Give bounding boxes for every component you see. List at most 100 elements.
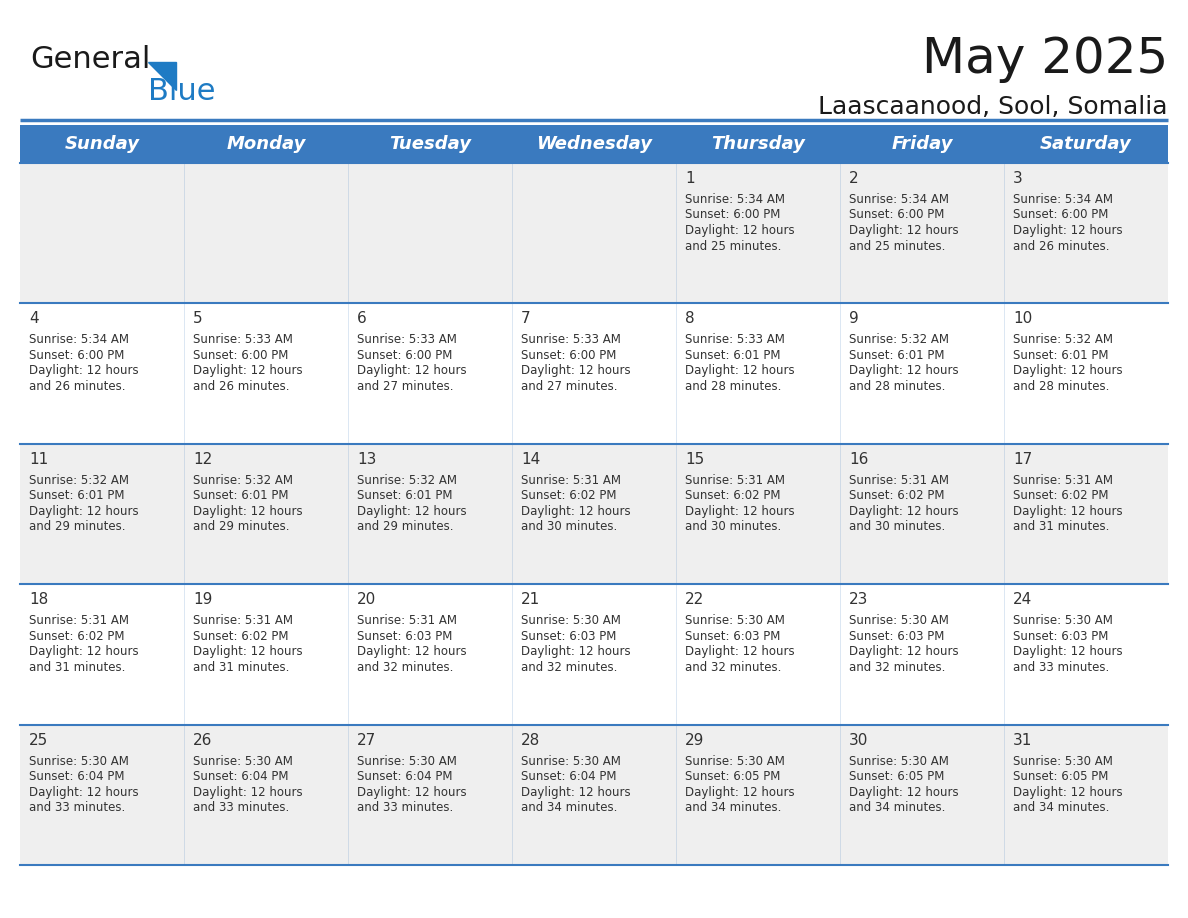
Text: Daylight: 12 hours: Daylight: 12 hours: [522, 645, 631, 658]
Text: Sunrise: 5:31 AM: Sunrise: 5:31 AM: [685, 474, 785, 487]
Text: 4: 4: [29, 311, 39, 327]
Text: and 30 minutes.: and 30 minutes.: [849, 521, 946, 533]
Text: General: General: [30, 45, 151, 74]
Bar: [20, 724, 1168, 865]
Text: 16: 16: [849, 452, 868, 466]
Text: 14: 14: [522, 452, 541, 466]
Text: Daylight: 12 hours: Daylight: 12 hours: [192, 505, 303, 518]
Text: Daylight: 12 hours: Daylight: 12 hours: [29, 645, 139, 658]
Text: Sunrise: 5:32 AM: Sunrise: 5:32 AM: [1013, 333, 1113, 346]
Text: Sunset: 6:04 PM: Sunset: 6:04 PM: [192, 770, 289, 783]
Text: Sunrise: 5:31 AM: Sunrise: 5:31 AM: [522, 474, 621, 487]
Text: Sunrise: 5:32 AM: Sunrise: 5:32 AM: [358, 474, 457, 487]
Text: Sunrise: 5:30 AM: Sunrise: 5:30 AM: [1013, 614, 1113, 627]
Text: and 26 minutes.: and 26 minutes.: [1013, 240, 1110, 252]
Text: 20: 20: [358, 592, 377, 607]
Text: Sunrise: 5:31 AM: Sunrise: 5:31 AM: [1013, 474, 1113, 487]
Text: and 27 minutes.: and 27 minutes.: [358, 380, 454, 393]
Text: and 31 minutes.: and 31 minutes.: [192, 661, 290, 674]
Text: Daylight: 12 hours: Daylight: 12 hours: [685, 505, 795, 518]
Text: Daylight: 12 hours: Daylight: 12 hours: [685, 645, 795, 658]
Text: Sunset: 6:00 PM: Sunset: 6:00 PM: [849, 208, 944, 221]
Text: Sunrise: 5:30 AM: Sunrise: 5:30 AM: [522, 755, 621, 767]
Text: Sunset: 6:00 PM: Sunset: 6:00 PM: [29, 349, 125, 362]
Text: and 31 minutes.: and 31 minutes.: [1013, 521, 1110, 533]
Text: Daylight: 12 hours: Daylight: 12 hours: [192, 364, 303, 377]
Text: 7: 7: [522, 311, 531, 327]
Text: Sunset: 6:02 PM: Sunset: 6:02 PM: [522, 489, 617, 502]
Text: Sunrise: 5:30 AM: Sunrise: 5:30 AM: [849, 614, 949, 627]
Text: Daylight: 12 hours: Daylight: 12 hours: [522, 364, 631, 377]
Text: and 32 minutes.: and 32 minutes.: [522, 661, 618, 674]
Text: Sunrise: 5:34 AM: Sunrise: 5:34 AM: [849, 193, 949, 206]
Text: Sunrise: 5:30 AM: Sunrise: 5:30 AM: [522, 614, 621, 627]
Text: Sunset: 6:01 PM: Sunset: 6:01 PM: [685, 349, 781, 362]
Text: Sunset: 6:00 PM: Sunset: 6:00 PM: [522, 349, 617, 362]
Text: Sunset: 6:04 PM: Sunset: 6:04 PM: [358, 770, 453, 783]
Text: Daylight: 12 hours: Daylight: 12 hours: [849, 505, 959, 518]
Text: and 33 minutes.: and 33 minutes.: [358, 801, 454, 814]
Text: Sunrise: 5:30 AM: Sunrise: 5:30 AM: [685, 755, 785, 767]
Text: 23: 23: [849, 592, 868, 607]
Text: Sunrise: 5:31 AM: Sunrise: 5:31 AM: [849, 474, 949, 487]
Text: Sunset: 6:01 PM: Sunset: 6:01 PM: [849, 349, 944, 362]
Bar: [20, 443, 1168, 584]
Text: Sunset: 6:02 PM: Sunset: 6:02 PM: [192, 630, 289, 643]
Text: 25: 25: [29, 733, 49, 747]
Text: Sunrise: 5:33 AM: Sunrise: 5:33 AM: [522, 333, 621, 346]
Text: Daylight: 12 hours: Daylight: 12 hours: [849, 224, 959, 237]
Text: Sunrise: 5:32 AM: Sunrise: 5:32 AM: [192, 474, 293, 487]
Text: 12: 12: [192, 452, 213, 466]
Text: Sunrise: 5:31 AM: Sunrise: 5:31 AM: [29, 614, 129, 627]
Text: and 29 minutes.: and 29 minutes.: [29, 521, 126, 533]
Text: Daylight: 12 hours: Daylight: 12 hours: [1013, 505, 1123, 518]
Text: and 32 minutes.: and 32 minutes.: [358, 661, 454, 674]
Text: Sunset: 6:03 PM: Sunset: 6:03 PM: [522, 630, 617, 643]
Text: Sunset: 6:02 PM: Sunset: 6:02 PM: [29, 630, 125, 643]
Text: and 33 minutes.: and 33 minutes.: [1013, 661, 1110, 674]
Text: and 32 minutes.: and 32 minutes.: [685, 661, 782, 674]
Text: 3: 3: [1013, 171, 1023, 186]
Text: Thursday: Thursday: [712, 135, 805, 153]
Text: Sunrise: 5:33 AM: Sunrise: 5:33 AM: [685, 333, 785, 346]
Text: and 32 minutes.: and 32 minutes.: [849, 661, 946, 674]
Text: Sunset: 6:03 PM: Sunset: 6:03 PM: [358, 630, 453, 643]
Text: 11: 11: [29, 452, 49, 466]
Text: Sunrise: 5:30 AM: Sunrise: 5:30 AM: [358, 755, 457, 767]
Text: Sunrise: 5:34 AM: Sunrise: 5:34 AM: [685, 193, 785, 206]
Text: Sunrise: 5:30 AM: Sunrise: 5:30 AM: [849, 755, 949, 767]
Text: and 25 minutes.: and 25 minutes.: [849, 240, 946, 252]
Text: Sunset: 6:00 PM: Sunset: 6:00 PM: [358, 349, 453, 362]
Text: Daylight: 12 hours: Daylight: 12 hours: [849, 786, 959, 799]
Text: Sunset: 6:00 PM: Sunset: 6:00 PM: [1013, 208, 1108, 221]
Text: and 25 minutes.: and 25 minutes.: [685, 240, 782, 252]
Text: Daylight: 12 hours: Daylight: 12 hours: [685, 786, 795, 799]
Text: Friday: Friday: [891, 135, 953, 153]
Text: and 29 minutes.: and 29 minutes.: [192, 521, 290, 533]
Text: Daylight: 12 hours: Daylight: 12 hours: [849, 364, 959, 377]
Text: Sunrise: 5:30 AM: Sunrise: 5:30 AM: [192, 755, 293, 767]
Text: and 28 minutes.: and 28 minutes.: [685, 380, 782, 393]
Bar: [20, 163, 1168, 304]
Text: 27: 27: [358, 733, 377, 747]
Text: Daylight: 12 hours: Daylight: 12 hours: [358, 505, 467, 518]
Text: 24: 24: [1013, 592, 1032, 607]
Text: 9: 9: [849, 311, 859, 327]
Text: Sunset: 6:02 PM: Sunset: 6:02 PM: [849, 489, 944, 502]
Text: Sunset: 6:00 PM: Sunset: 6:00 PM: [192, 349, 289, 362]
Text: Daylight: 12 hours: Daylight: 12 hours: [29, 505, 139, 518]
Text: 30: 30: [849, 733, 868, 747]
Text: 5: 5: [192, 311, 203, 327]
Text: Sunset: 6:01 PM: Sunset: 6:01 PM: [1013, 349, 1108, 362]
Text: 18: 18: [29, 592, 49, 607]
Text: Sunset: 6:00 PM: Sunset: 6:00 PM: [685, 208, 781, 221]
Text: and 28 minutes.: and 28 minutes.: [849, 380, 946, 393]
Text: Sunrise: 5:30 AM: Sunrise: 5:30 AM: [29, 755, 128, 767]
Polygon shape: [148, 62, 176, 90]
Text: Daylight: 12 hours: Daylight: 12 hours: [685, 224, 795, 237]
Text: 22: 22: [685, 592, 704, 607]
Text: and 34 minutes.: and 34 minutes.: [685, 801, 782, 814]
Text: Sunset: 6:04 PM: Sunset: 6:04 PM: [522, 770, 617, 783]
Text: Sunset: 6:01 PM: Sunset: 6:01 PM: [358, 489, 453, 502]
Text: Sunrise: 5:34 AM: Sunrise: 5:34 AM: [1013, 193, 1113, 206]
